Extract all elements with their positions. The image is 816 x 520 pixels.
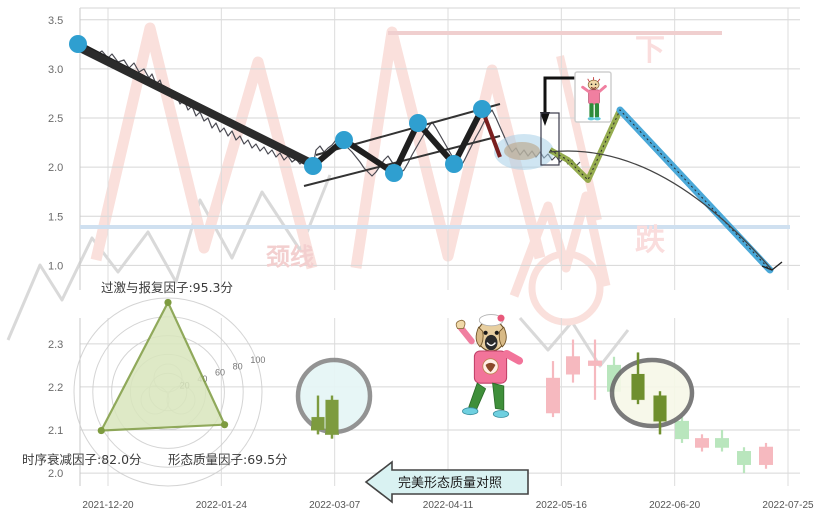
candle-ytick-label: 2.1 xyxy=(48,425,63,437)
price-ytick-label: 1.0 xyxy=(48,260,63,272)
radar-ring-100 xyxy=(73,297,263,487)
radar-tick-label-60: 60 xyxy=(215,368,225,378)
watermark-text-0: 颈线 xyxy=(266,243,314,271)
pivot-dot-swing-low-2[interactable] xyxy=(385,164,403,182)
candle-body-highlighted xyxy=(631,374,645,400)
price-ytick-label: 2.0 xyxy=(48,162,63,174)
radar-vertex-2 xyxy=(97,426,105,435)
radar-vertex-0 xyxy=(164,298,172,307)
candle-body xyxy=(588,360,602,366)
price-ytick-label: 3.5 xyxy=(48,15,63,27)
radar-tick-label-80: 80 xyxy=(233,361,243,371)
background-zigzag-decoration xyxy=(6,174,332,341)
price-ytick-label: 2.5 xyxy=(48,113,63,125)
candle-ytick-label: 2.2 xyxy=(48,382,63,394)
primary-downtrend-line xyxy=(74,43,321,170)
x-axis-tick-label: 2022-06-20 xyxy=(649,500,701,511)
x-axis-tick-label: 2022-03-07 xyxy=(309,500,361,511)
x-axis-tick-label: 2022-07-25 xyxy=(762,500,814,511)
price-ytick-label: 1.5 xyxy=(48,211,63,223)
celebration-figure-sticker xyxy=(581,77,607,121)
candle-body-highlighted xyxy=(311,417,325,430)
callout-arrow-shape xyxy=(364,460,529,504)
x-axis-tick-label: 2022-04-11 xyxy=(423,500,474,511)
candle-body xyxy=(675,420,689,440)
candle-body xyxy=(695,438,709,448)
consolidation-inner-shade xyxy=(504,142,540,160)
forecast-arc-curve xyxy=(548,150,773,271)
watermark-text-1: 下 xyxy=(635,33,665,68)
pivot-dot-swing-low-3[interactable] xyxy=(445,155,463,173)
candle-body xyxy=(737,451,751,465)
radar-vertex-1 xyxy=(220,421,229,429)
x-axis-tick-label: 2021-12-20 xyxy=(82,500,134,511)
candle-ytick-label: 2.0 xyxy=(48,468,63,480)
candle-body xyxy=(546,377,560,414)
pink-w-watermark-left xyxy=(90,22,318,270)
right-pattern-circle xyxy=(609,357,695,429)
pivot-dot-swing-low-1[interactable] xyxy=(304,157,322,175)
candle-body xyxy=(759,446,773,465)
dancing-dog-sticker xyxy=(455,314,524,418)
radar-axis-label-pattern-quality: 形态质量因子:69.5分 xyxy=(168,452,288,467)
candle-ytick-label: 2.3 xyxy=(48,339,63,351)
radar-value-polygon xyxy=(99,299,227,432)
sticker-connector-arrowhead xyxy=(540,112,550,126)
candle-body xyxy=(566,356,580,375)
radar-tick-label-100: 100 xyxy=(250,355,265,365)
forecast-end-marker xyxy=(761,261,783,271)
candle-body xyxy=(715,438,729,448)
pivot-dot-swing-high-4[interactable] xyxy=(473,100,491,118)
callout-label: 完美形态质量对照 xyxy=(398,476,502,491)
radar-axis-label-aggression: 过激与报复因子:95.3分 xyxy=(101,280,233,295)
candle-body-highlighted xyxy=(325,399,339,435)
pink-stroke-watermark xyxy=(556,55,602,221)
pivot-dot-swing-high-3[interactable] xyxy=(409,114,427,132)
price-ytick-label: 3.0 xyxy=(48,64,63,76)
candle-body-highlighted xyxy=(653,395,667,422)
x-axis-tick-label: 2022-01-24 xyxy=(196,500,248,511)
pink-circle-watermark xyxy=(528,250,604,326)
pivot-dot-swing-high-2[interactable] xyxy=(335,131,353,149)
watermark-text-2: 跌 xyxy=(635,223,665,258)
x-axis-tick-label: 2022-05-16 xyxy=(536,500,588,511)
radar-axis-label-time-decay: 时序衰减因子:82.0分 xyxy=(22,452,142,467)
perfect-pattern-callout[interactable]: 完美形态质量对照 xyxy=(364,460,529,504)
pattern-marker-box xyxy=(540,112,560,166)
pivot-dot-swing-high-1[interactable] xyxy=(69,35,87,53)
